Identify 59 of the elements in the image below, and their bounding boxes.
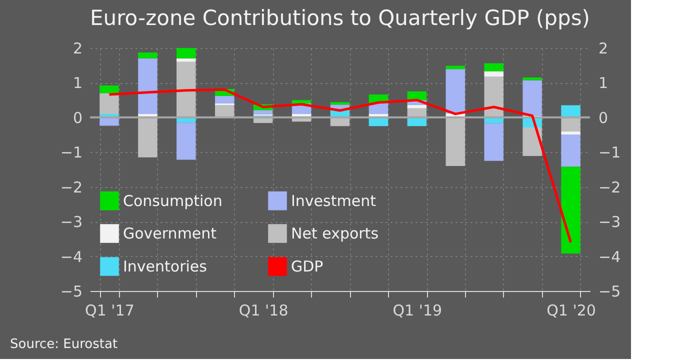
bar: [484, 76, 504, 118]
source-note: Source: Eurostat: [10, 337, 118, 352]
y2-tick-label: −4: [598, 248, 621, 266]
bar: [522, 78, 542, 80]
bar: [100, 85, 119, 94]
chart-title: Euro-zone Contributions to Quarterly GDP (pps): [90, 6, 590, 30]
bar: [176, 122, 196, 160]
bar: [100, 93, 119, 114]
bar: [176, 58, 196, 62]
bar: [446, 66, 465, 70]
y2-tick-label: −5: [598, 282, 621, 300]
x-tick-label: Q1 '20: [546, 302, 596, 320]
bar: [522, 80, 542, 116]
bar: [138, 52, 158, 58]
y-tick-label: 2: [72, 40, 82, 58]
bar: [561, 117, 580, 132]
y2-tick-label: −1: [598, 144, 621, 162]
line-series: [108, 88, 572, 244]
legend-label: Government: [123, 224, 217, 242]
bar: [176, 48, 196, 58]
bar: [138, 58, 158, 114]
y2-tick-label: −2: [598, 178, 621, 196]
y2-tick-label: 1: [598, 74, 608, 92]
bar: [561, 131, 580, 134]
bar: [330, 102, 350, 105]
bar: [407, 91, 427, 100]
bar: [484, 123, 504, 161]
y-tick-label: −4: [60, 248, 82, 266]
y-tick-label: −1: [60, 144, 82, 162]
legend-label: Investment: [291, 192, 376, 210]
bar: [138, 117, 158, 158]
legend-label: Consumption: [123, 192, 222, 210]
y-tick-label: −3: [60, 213, 82, 232]
y2-tick-label: 2: [598, 40, 608, 58]
x-tick-label: Q1 '18: [238, 302, 288, 320]
bar: [446, 117, 465, 166]
y-tick-label: −2: [60, 178, 82, 196]
bar: [561, 105, 580, 118]
bar: [253, 110, 273, 114]
bar: [215, 96, 234, 104]
y2-tick-label: 0: [598, 108, 608, 127]
bar: [446, 69, 465, 114]
y2-tick-label: −3: [598, 213, 621, 232]
bar: [484, 71, 504, 76]
x-tick-label: Q1 '19: [392, 302, 442, 320]
x-tick-label: Q1 '17: [85, 302, 134, 320]
bar: [484, 63, 504, 72]
bar: [176, 62, 196, 118]
bar: [292, 100, 312, 104]
y-tick-label: 1: [72, 74, 82, 92]
bar: [561, 134, 580, 167]
legend-label: GDP: [291, 258, 324, 276]
y-tick-label: −5: [60, 282, 82, 300]
bar: [407, 104, 427, 108]
bar: [561, 166, 580, 254]
legend-label: Inventories: [123, 258, 208, 276]
bar: [522, 127, 542, 156]
y-tick-label: 0: [72, 108, 82, 127]
legend-label: Net exports: [291, 224, 379, 242]
